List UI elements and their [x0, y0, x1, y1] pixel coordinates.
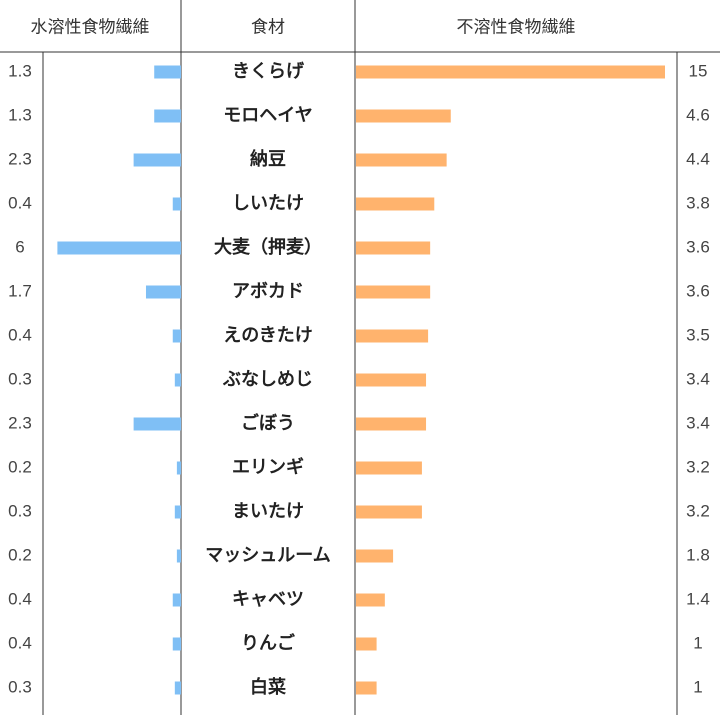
category-label: 納豆	[250, 148, 286, 169]
bar	[172, 329, 181, 343]
data-label: 1.4	[686, 589, 710, 608]
column-header: 食材	[251, 17, 285, 36]
category-label: ごぼう	[241, 412, 295, 433]
bar	[356, 109, 451, 123]
bar	[133, 153, 181, 167]
data-label: 1.3	[8, 61, 32, 80]
data-label: 0.3	[8, 677, 32, 696]
bar	[174, 373, 181, 387]
bar	[133, 417, 181, 431]
category-label: アボカド	[232, 281, 304, 301]
data-label: 4.6	[686, 105, 710, 124]
bar	[356, 505, 422, 519]
category-label: マッシュルーム	[205, 545, 330, 565]
bar	[356, 417, 427, 431]
bar	[356, 549, 394, 563]
bar	[57, 241, 181, 255]
bar	[356, 241, 431, 255]
data-label: 0.4	[8, 193, 32, 212]
bar	[172, 593, 181, 607]
bar	[356, 329, 429, 343]
bar	[356, 153, 447, 167]
bar	[356, 65, 665, 79]
data-label: 0.2	[8, 457, 32, 476]
data-label: 0.4	[8, 589, 32, 608]
category-label: モロヘイヤ	[223, 105, 312, 125]
data-label: 3.6	[686, 281, 710, 300]
bar	[176, 461, 181, 475]
data-label: 6	[15, 237, 24, 256]
bar	[356, 637, 377, 651]
legend-entry: 水溶性食物繊維	[31, 17, 150, 36]
data-label: 4.4	[686, 149, 710, 168]
bar	[154, 109, 181, 123]
bar	[356, 197, 435, 211]
data-label: 2.3	[8, 413, 32, 432]
data-label: 1.8	[686, 545, 710, 564]
data-label: 1.3	[8, 105, 32, 124]
bar	[172, 197, 181, 211]
bar	[356, 681, 377, 695]
category-label: エリンギ	[232, 457, 304, 477]
legend-entry: 不溶性食物繊維	[457, 17, 576, 36]
bar	[174, 681, 181, 695]
data-label: 1	[693, 633, 702, 652]
category-label: 大麦（押麦）	[214, 236, 322, 257]
category-label: キャベツ	[232, 589, 304, 609]
bar	[356, 461, 422, 475]
category-label: きくらげ	[232, 61, 305, 81]
data-label: 1	[693, 677, 702, 696]
data-label: 0.4	[8, 325, 32, 344]
category-label: 白菜	[250, 676, 286, 697]
category-label: りんご	[241, 632, 295, 653]
data-label: 3.4	[686, 369, 710, 388]
bar	[145, 285, 181, 299]
data-label: 3.8	[686, 193, 710, 212]
data-label: 3.2	[686, 457, 710, 476]
data-label: 3.4	[686, 413, 710, 432]
data-label: 15	[689, 61, 708, 80]
data-label: 2.3	[8, 149, 32, 168]
category-label: まいたけ	[232, 501, 304, 521]
category-label: えのきたけ	[223, 325, 312, 345]
bar	[172, 637, 181, 651]
data-label: 0.3	[8, 501, 32, 520]
bar	[356, 593, 385, 607]
data-label: 3.6	[686, 237, 710, 256]
bar	[356, 373, 427, 387]
data-label: 1.7	[8, 281, 32, 300]
data-label: 0.4	[8, 633, 32, 652]
bar	[154, 65, 181, 79]
bar	[174, 505, 181, 519]
data-label: 3.5	[686, 325, 710, 344]
category-label: ぶなしめじ	[222, 369, 313, 389]
data-label: 0.3	[8, 369, 32, 388]
data-label: 3.2	[686, 501, 710, 520]
bar	[356, 285, 431, 299]
bar	[176, 549, 181, 563]
category-label: しいたけ	[232, 193, 304, 213]
data-label: 0.2	[8, 545, 32, 564]
